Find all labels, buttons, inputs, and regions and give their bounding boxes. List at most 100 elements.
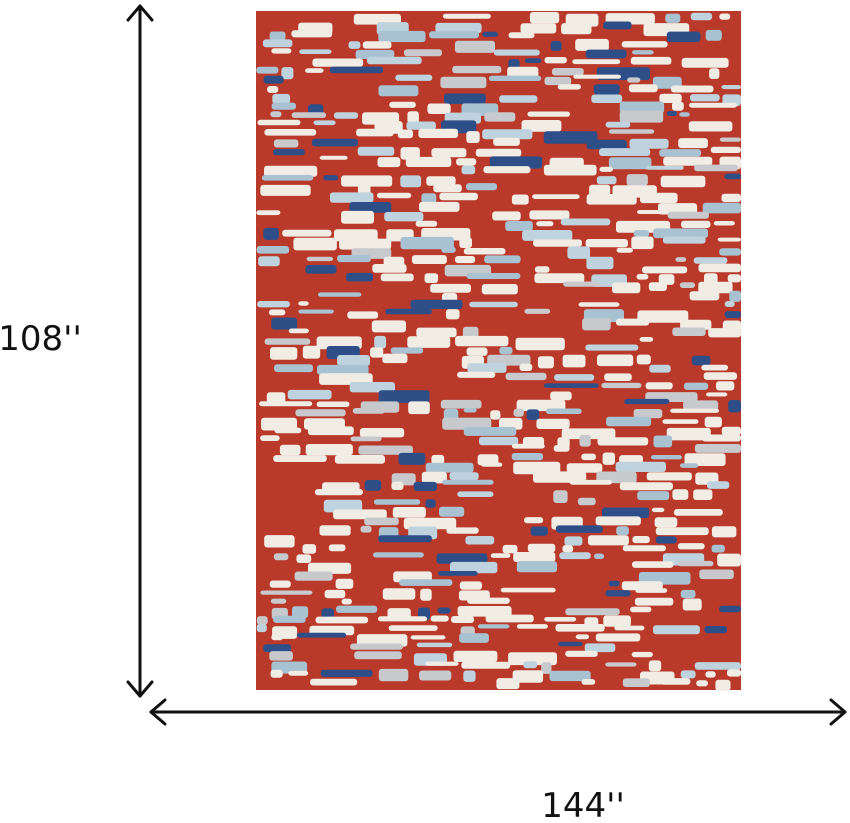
rug-pattern: [534, 273, 585, 284]
rug-pattern: [562, 354, 586, 368]
rug-pattern: [293, 237, 337, 251]
rug-pattern: [681, 220, 711, 228]
rug-pattern: [711, 544, 725, 553]
rug-pattern: [403, 49, 442, 57]
rug-pattern: [659, 149, 702, 157]
rug-pattern: [372, 264, 407, 273]
rug-pattern: [466, 347, 488, 356]
rug-pattern: [520, 23, 557, 34]
rug-pattern: [588, 535, 629, 546]
rug-pattern: [305, 444, 353, 456]
rug-pattern: [319, 373, 373, 385]
rug-pattern: [429, 31, 479, 39]
rug-pattern: [305, 265, 337, 274]
arrow-head: [829, 698, 847, 726]
rug-pattern: [313, 120, 336, 126]
rug-pattern: [677, 543, 705, 550]
rug-pattern: [373, 552, 424, 558]
rug-pattern: [651, 507, 665, 513]
rug-pattern: [724, 173, 741, 180]
rug-pattern: [523, 661, 538, 669]
rug-pattern: [649, 364, 671, 373]
rug-pattern: [488, 75, 542, 81]
rug-pattern: [715, 679, 731, 691]
rug-pattern: [562, 545, 574, 553]
rug-pattern: [622, 678, 650, 687]
rug-pattern: [310, 678, 358, 686]
rug-pattern: [348, 41, 361, 49]
rug-pattern: [287, 389, 332, 400]
rug-pattern: [637, 310, 689, 323]
rug-pattern: [621, 581, 663, 591]
width-arrow: [149, 698, 847, 726]
rug-pattern: [264, 129, 317, 136]
rug-pattern: [719, 13, 731, 20]
rug-pattern: [463, 427, 517, 436]
rug-pattern: [719, 248, 741, 256]
rug-pattern: [507, 66, 539, 78]
rug-pattern: [329, 66, 384, 74]
rug-pattern: [260, 435, 280, 441]
rug-pattern: [701, 364, 729, 371]
rug-pattern: [545, 408, 582, 414]
rug-pattern: [561, 23, 592, 35]
rug-pattern: [575, 634, 590, 640]
rug-pattern: [274, 427, 302, 434]
rug-pattern: [397, 129, 413, 139]
rug-pattern: [354, 651, 402, 660]
rug-pattern: [296, 554, 312, 563]
rug-pattern: [256, 616, 268, 625]
rug-pattern: [646, 472, 692, 481]
rug-pattern: [469, 301, 518, 308]
rug-pattern: [702, 202, 741, 214]
rug-pattern: [596, 176, 617, 185]
rug-pattern: [378, 85, 419, 97]
rug-pattern: [512, 670, 544, 683]
rug-pattern: [584, 643, 616, 653]
rug-pattern: [430, 615, 449, 622]
height-label: 108'': [0, 319, 82, 359]
rug-pattern: [724, 301, 735, 307]
rug-pattern: [433, 184, 462, 193]
rug-pattern: [482, 129, 533, 140]
rug-pattern: [308, 562, 352, 574]
rug-pattern: [544, 383, 599, 388]
rug-pattern: [694, 444, 741, 453]
rug-pattern: [388, 625, 438, 631]
rug-pattern: [370, 347, 384, 358]
rug-pattern: [256, 210, 281, 216]
rug-pattern: [259, 401, 313, 407]
rug-pattern: [555, 525, 603, 533]
rug-pattern: [410, 635, 446, 640]
rug-pattern: [704, 416, 722, 428]
rug-pattern: [640, 192, 678, 204]
rug-pattern: [341, 210, 374, 224]
rug-pattern: [677, 560, 714, 567]
rug-pattern: [359, 428, 405, 438]
rug-pattern: [271, 48, 292, 54]
rug-pattern: [678, 138, 708, 149]
rug-pattern: [452, 65, 502, 74]
rug-pattern: [508, 652, 557, 666]
rug-pattern: [537, 356, 554, 369]
rug-pattern: [602, 507, 650, 519]
rug-pattern: [578, 302, 620, 307]
rug-pattern: [721, 85, 741, 90]
rug-pattern: [630, 606, 652, 613]
rug-pattern: [563, 281, 601, 287]
rug-pattern: [398, 452, 426, 465]
rug-pattern: [384, 212, 424, 222]
rug-pattern: [513, 408, 524, 417]
rug-pattern: [479, 436, 519, 446]
rug-pattern: [559, 552, 591, 560]
rug-pattern: [508, 32, 535, 39]
rug-pattern: [400, 236, 454, 250]
rug-pattern: [604, 373, 632, 381]
rug-pattern: [660, 175, 706, 188]
rug-pattern: [446, 527, 479, 534]
rug-pattern: [566, 463, 603, 473]
rug-pattern: [416, 327, 457, 338]
rug-pattern: [308, 426, 354, 436]
rug-pattern: [653, 228, 708, 239]
rug-pattern: [463, 670, 476, 682]
